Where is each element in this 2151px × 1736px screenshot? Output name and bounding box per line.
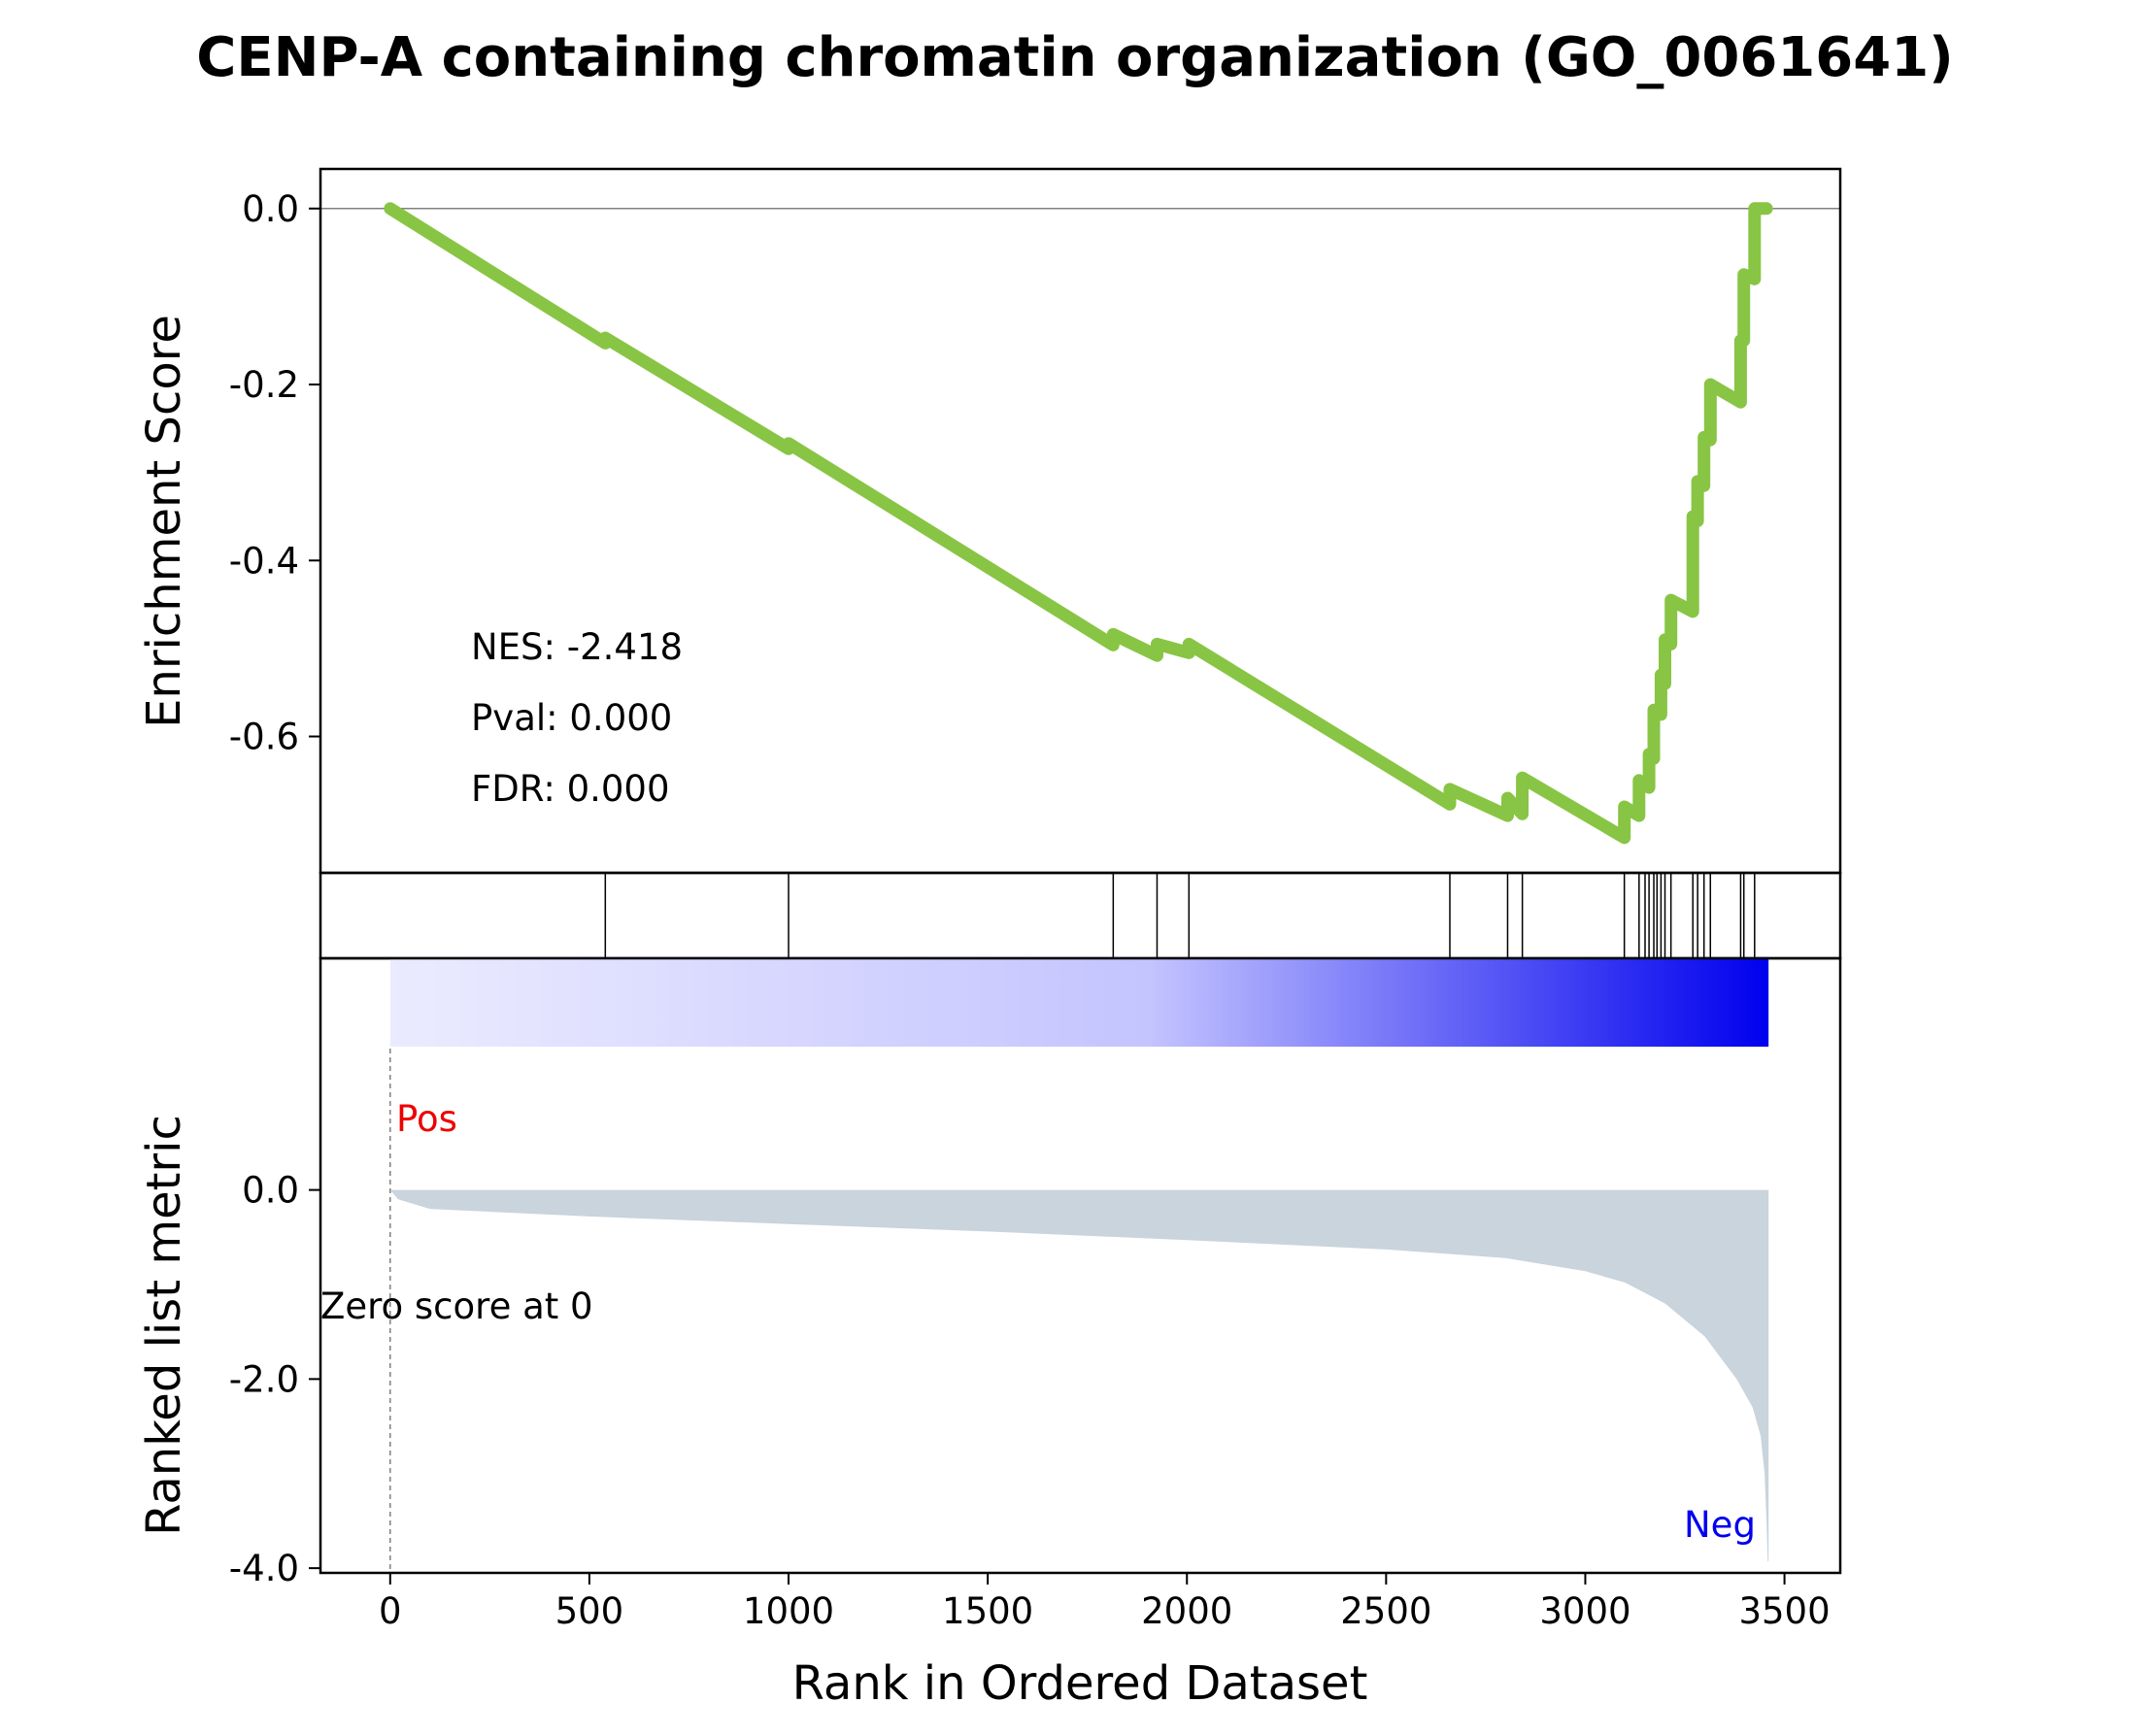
chart-title: CENP-A containing chromatin organization…: [196, 26, 1954, 89]
metric-y-axis-label: Ranked list metric: [137, 1115, 191, 1536]
hit-lines: [604, 873, 1756, 958]
metric-y-ticks: 0.0 -2.0 -4.0: [229, 1170, 320, 1589]
x-tick-label: 0: [379, 1590, 402, 1632]
x-tick-label: 2500: [1340, 1590, 1431, 1632]
metric-y-tick-label: -2.0: [229, 1358, 299, 1400]
zero-score-label: Zero score at 0: [320, 1285, 593, 1327]
gene-hits-panel: [319, 871, 1842, 960]
enrichment-y-tick-label: -0.2: [229, 364, 299, 406]
enrichment-score-panel: 0.0-0.2-0.4-0.6 NES: -2.418 Pval: 0.000 …: [137, 167, 1842, 875]
enrichment-y-tick-label: 0.0: [242, 188, 299, 230]
x-tick-label: 3000: [1539, 1590, 1630, 1632]
x-tick-label: 500: [555, 1590, 624, 1632]
metric-y-tick-label: -4.0: [229, 1548, 299, 1589]
x-tick-label: 2000: [1141, 1590, 1232, 1632]
x-tick-label: 3500: [1738, 1590, 1830, 1632]
fdr-stat: FDR: 0.000: [471, 768, 670, 810]
nes-stat: NES: -2.418: [471, 626, 683, 668]
ranked-metric-area: [389, 1189, 1769, 1562]
hits-frame: [319, 871, 1842, 960]
neg-label: Neg: [1684, 1504, 1756, 1546]
enrichment-y-tick-label: -0.6: [229, 717, 299, 758]
rank-heatmap-bar: [389, 959, 1769, 1047]
x-tick-label: 1000: [743, 1590, 834, 1632]
enrichment-y-ticks: 0.0 -0.2 -0.4 -0.6: [229, 188, 320, 758]
pos-label: Pos: [396, 1098, 457, 1140]
x-axis-label: Rank in Ordered Dataset: [792, 1656, 1368, 1711]
x-tick-label: 1500: [942, 1590, 1033, 1632]
enrichment-y-axis-label: Enrichment Score: [137, 315, 191, 728]
enrichment-y-tick-label: -0.4: [229, 540, 299, 582]
metric-frame: [319, 956, 1842, 1575]
running-enrichment-line: [384, 202, 1773, 845]
pval-stat: Pval: 0.000: [471, 697, 672, 739]
x-axis: 0 500 1000 1500 2000 2500 3000 3500: [379, 1573, 1831, 1632]
metric-y-tick-label: 0.0: [242, 1170, 299, 1212]
ranked-metric-panel: Pos Neg Zero score at 0 0.0 -2.0 -4.0 Rank…: [137, 956, 1842, 1589]
